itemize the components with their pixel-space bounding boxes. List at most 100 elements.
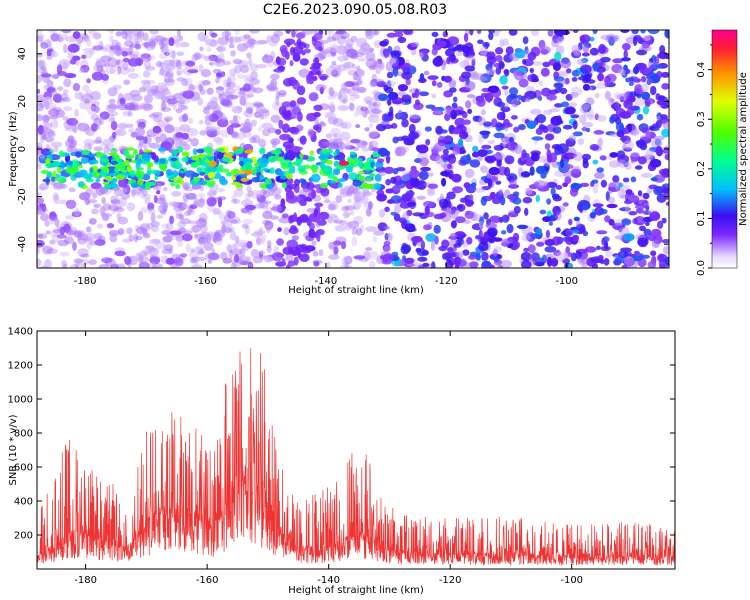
heatmap-cell [390, 211, 398, 216]
heatmap-cell [117, 104, 129, 111]
heatmap-cell [144, 42, 156, 51]
heatmap-cell [357, 86, 367, 93]
colorbar: 0.00.10.20.30.4 Normalized spectral ampl… [696, 29, 749, 276]
heatmap-cell [270, 187, 281, 196]
heatmap-cell [168, 91, 172, 97]
heatmap-cell [570, 87, 583, 96]
heatmap-cell [74, 230, 86, 239]
heatmap-cell [199, 248, 204, 254]
heatmap-cell [195, 233, 207, 239]
heatmap-cell [465, 75, 470, 86]
snr-x-label: Height of straight line (km) [288, 585, 424, 596]
heatmap-cell [148, 247, 160, 256]
heatmap-cell [449, 87, 457, 93]
heatmap-cell [469, 261, 479, 268]
heatmap-cell [98, 264, 110, 268]
heatmap-cell [248, 263, 253, 268]
heatmap-cell [663, 146, 669, 153]
heatmap-cell [44, 136, 55, 143]
heatmap-cell [148, 238, 161, 245]
heatmap-cell [366, 100, 373, 105]
heatmap-cell [633, 97, 645, 107]
heatmap-cell [105, 142, 115, 151]
heatmap-cell [139, 103, 152, 109]
heatmap-cell [581, 127, 588, 132]
heatmap-cell [165, 70, 174, 79]
heatmap-cell [290, 30, 298, 34]
heatmap-cell [297, 41, 307, 50]
heatmap-cell [190, 162, 198, 168]
heatmap-cell [240, 122, 252, 127]
heatmap-cell [423, 200, 435, 208]
heatmap-cell [45, 230, 51, 235]
heatmap-cell [209, 160, 217, 168]
y-tick-label: 1400 [8, 327, 33, 338]
heatmap-cell [608, 36, 615, 46]
heatmap-cell [465, 100, 472, 109]
heatmap-cell [129, 35, 138, 45]
heatmap-cell [504, 189, 511, 199]
heatmap-cell [136, 118, 147, 125]
heatmap-cell [327, 87, 333, 95]
heatmap-cell [311, 240, 317, 247]
heatmap-cell [351, 82, 360, 91]
heatmap-cell [347, 220, 360, 229]
heatmap-cell [57, 36, 64, 43]
heatmap-cell [101, 47, 108, 52]
heatmap-cell [573, 151, 583, 162]
heatmap-cell [612, 222, 624, 231]
heatmap-cell [405, 223, 416, 233]
heatmap-cell [337, 105, 349, 111]
heatmap-cell [506, 141, 519, 151]
heatmap-cell [102, 203, 112, 211]
heatmap-cell [210, 96, 219, 104]
heatmap-cell [176, 77, 185, 82]
heatmap-cell [64, 138, 77, 149]
heatmap-cell [152, 114, 163, 123]
heatmap-cell [249, 63, 259, 72]
heatmap-cell [637, 190, 643, 197]
heatmap-cell [116, 174, 125, 181]
heatmap-cell [452, 148, 460, 155]
heatmap-cell [250, 119, 257, 127]
heatmap-cell [269, 87, 279, 92]
heatmap-cell [217, 44, 227, 54]
heatmap-cell [341, 121, 352, 130]
heatmap-cell [466, 237, 473, 245]
heatmap-cell [368, 173, 376, 177]
heatmap-cell [162, 37, 168, 42]
heatmap-cell [544, 246, 557, 253]
heatmap-cell [103, 146, 110, 154]
heatmap-cell [43, 128, 55, 137]
heatmap-cell [159, 194, 166, 202]
heatmap-cell [640, 75, 647, 83]
heatmap-cell [98, 40, 104, 50]
heatmap-cell [142, 80, 151, 90]
heatmap-cell [115, 59, 125, 70]
heatmap-cell [280, 198, 286, 208]
heatmap-cell [50, 119, 59, 129]
heatmap-cell [350, 51, 356, 56]
heatmap-cell [488, 30, 495, 34]
heatmap-cell [58, 150, 64, 158]
heatmap-cell [119, 67, 130, 75]
heatmap-cell [307, 73, 313, 82]
heatmap-cell [37, 233, 48, 240]
heatmap-cell [495, 180, 502, 185]
heatmap-cell [427, 172, 434, 177]
heatmap-cell [345, 38, 354, 47]
heatmap-cell [372, 94, 379, 102]
heatmap-cell [332, 176, 338, 181]
heatmap-cell [257, 39, 269, 45]
heatmap-cell [618, 68, 626, 76]
heatmap-cell [480, 165, 488, 174]
heatmap-cell [53, 97, 65, 103]
heatmap-cell [559, 59, 572, 69]
heatmap-cell [425, 138, 431, 146]
heatmap-cell [63, 43, 68, 54]
heatmap-cell [217, 36, 230, 46]
heatmap-cell [456, 51, 463, 57]
heatmap-cell [661, 128, 669, 138]
heatmap-cell [512, 69, 521, 77]
heatmap-cell [400, 244, 410, 255]
